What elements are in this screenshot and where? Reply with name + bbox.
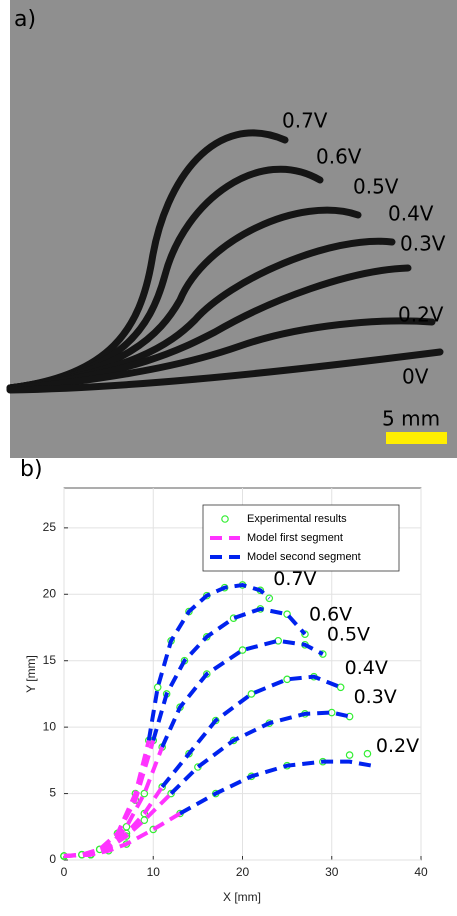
data-point — [247, 690, 256, 698]
curve-label: 0.5V — [327, 624, 370, 646]
panel-label: a) — [14, 7, 36, 32]
model-line — [179, 759, 373, 816]
photo-label: 0V — [402, 365, 429, 389]
x-tick-label: 30 — [325, 865, 339, 879]
data-point — [336, 683, 345, 692]
photo-strips — [6, 129, 444, 394]
y-tick-label: 10 — [43, 719, 57, 733]
x-tick-label: 0 — [61, 865, 68, 879]
photo-label: 0.5V — [353, 175, 399, 199]
model-line — [63, 739, 156, 859]
data-point — [265, 594, 274, 603]
curve-label: 0.3V — [354, 686, 397, 708]
data-point — [153, 683, 162, 692]
legend: Experimental results Model first segment M… — [202, 504, 400, 572]
y-axis-label: Y [mm] — [24, 655, 38, 693]
scale-label: 5 mm — [382, 407, 440, 431]
photo-label: 0.2V — [398, 303, 444, 327]
data-point — [167, 789, 175, 798]
x-tick-label: 40 — [414, 865, 428, 879]
data-point — [140, 816, 149, 824]
model-line — [160, 674, 342, 789]
photo-label: 0.4V — [388, 202, 434, 226]
photo-label: 0.6V — [316, 145, 362, 169]
y-tick-label: 5 — [49, 786, 56, 800]
x-axis-label: X [mm] — [223, 890, 261, 904]
data-point — [140, 789, 149, 798]
model-line — [169, 710, 351, 795]
curve-label: 0.6V — [309, 604, 352, 626]
y-tick-label: 25 — [43, 520, 57, 534]
model-line — [151, 606, 307, 741]
model-line — [63, 811, 182, 859]
curve-label: 0.2V — [376, 735, 419, 757]
legend-marker — [221, 515, 229, 523]
y-tick-label: 15 — [43, 653, 57, 667]
x-tick-label: 10 — [147, 865, 161, 879]
legend-label: Model second segment — [247, 551, 361, 563]
data-point — [238, 646, 247, 654]
y-tick-label: 20 — [43, 586, 57, 600]
y-tick-label: 0 — [49, 852, 56, 866]
data-point — [185, 749, 193, 758]
data-point — [301, 630, 309, 638]
data-point — [283, 610, 291, 619]
scale-bar — [386, 432, 447, 444]
data-point — [363, 749, 372, 758]
legend-label: Model first segment — [247, 532, 343, 544]
model-line — [146, 582, 271, 741]
data-point — [345, 751, 354, 759]
data-point — [203, 670, 211, 678]
curve-label: 0.4V — [345, 657, 388, 679]
photo-label: 0.3V — [400, 232, 446, 256]
model-line — [160, 638, 324, 748]
legend-label: Experimental results — [247, 513, 347, 525]
curve-label: 0.7V — [273, 568, 316, 590]
photo-label: 0.7V — [282, 109, 328, 133]
x-tick-label: 20 — [236, 865, 250, 879]
panel-label: b) — [20, 457, 43, 482]
